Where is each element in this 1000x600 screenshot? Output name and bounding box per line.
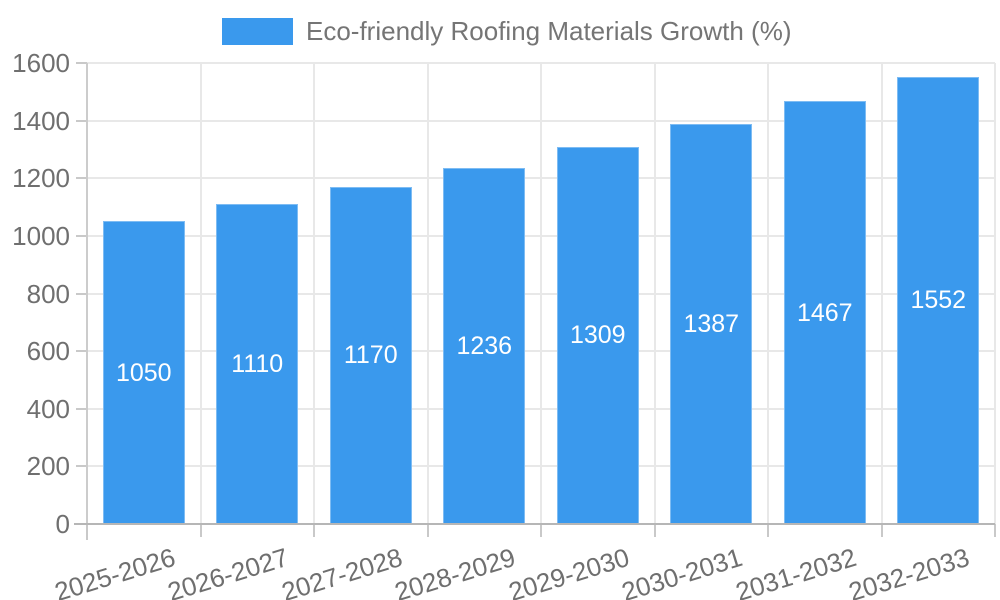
- y-axis-label: 0: [55, 509, 70, 539]
- x-gridline: [199, 63, 202, 524]
- bar-value-label: 1170: [343, 341, 398, 370]
- x-gridline: [880, 63, 883, 524]
- x-gridline: [653, 63, 656, 524]
- x-gridline: [313, 63, 315, 524]
- bar[interactable]: 1236: [443, 167, 526, 524]
- y-axis-label: 1600: [12, 48, 70, 78]
- bar-value-label: 1236: [456, 331, 513, 360]
- y-tick-mark: [76, 292, 87, 295]
- y-tick-mark: [76, 234, 87, 237]
- bar[interactable]: 1467: [783, 101, 866, 524]
- bar-value-label: 1552: [910, 286, 967, 315]
- y-axis-label: 1000: [12, 220, 70, 251]
- y-axis-label: 1200: [12, 163, 70, 194]
- bar[interactable]: 1309: [556, 146, 639, 524]
- y-tick-mark: [76, 119, 87, 122]
- x-tick-mark: [199, 524, 202, 537]
- bar-value-label: 1387: [683, 310, 740, 339]
- x-tick-mark: [540, 524, 542, 537]
- x-tick-mark: [880, 524, 883, 537]
- y-axis-label: 200: [26, 451, 70, 482]
- x-tick-mark: [767, 524, 769, 537]
- x-gridline: [994, 63, 996, 524]
- bar-value-label: 1467: [796, 298, 853, 327]
- y-tick-mark: [76, 177, 87, 180]
- y-axis-line: [86, 63, 88, 524]
- y-tick-mark: [76, 350, 87, 353]
- bar-value-label: 1050: [115, 358, 172, 387]
- legend-swatch: [222, 18, 293, 45]
- x-tick-mark: [313, 524, 315, 537]
- x-tick-mark: [994, 524, 996, 537]
- bar-value-label: 1110: [231, 350, 284, 379]
- bar[interactable]: 1110: [216, 204, 299, 524]
- y-axis-label: 600: [26, 336, 70, 367]
- x-tick-mark: [653, 524, 656, 537]
- y-axis-label: 400: [26, 393, 70, 424]
- legend: Eco-friendly Roofing Materials Growth (%…: [222, 16, 792, 47]
- y-tick-mark: [76, 465, 87, 468]
- bar[interactable]: 1387: [670, 124, 753, 524]
- y-tick-mark: [76, 62, 87, 64]
- legend-label: Eco-friendly Roofing Materials Growth (%…: [306, 16, 792, 46]
- x-tick-mark: [86, 524, 88, 540]
- bar-value-label: 1309: [569, 321, 626, 350]
- x-tick-mark: [426, 524, 429, 537]
- x-gridline: [540, 63, 542, 524]
- bar[interactable]: 1552: [897, 76, 980, 524]
- x-gridline: [767, 63, 769, 524]
- y-axis-label: 1400: [12, 105, 70, 136]
- x-gridline: [426, 63, 429, 524]
- y-tick-mark: [76, 407, 87, 410]
- bar[interactable]: 1170: [329, 186, 412, 524]
- x-axis-line: [74, 523, 995, 525]
- bar[interactable]: 1050: [102, 221, 185, 524]
- y-axis-label: 800: [26, 278, 70, 309]
